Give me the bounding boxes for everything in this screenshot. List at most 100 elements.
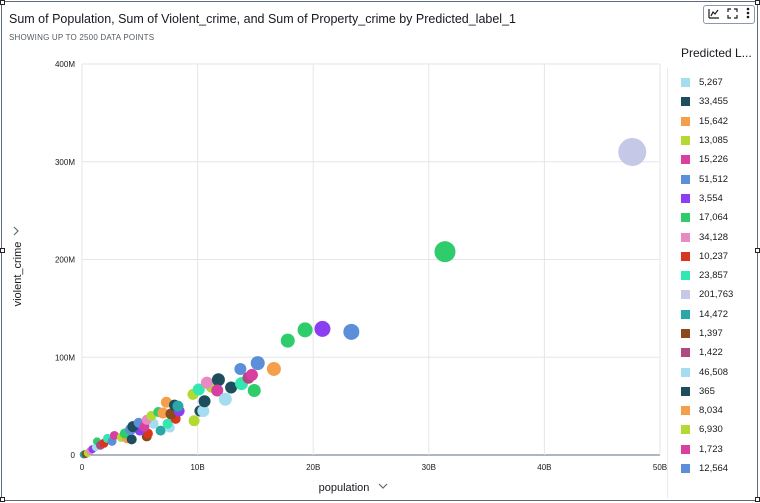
legend-item[interactable]: 15,642 [681, 112, 756, 131]
x-tick-label: 30B [422, 463, 436, 472]
legend-item[interactable]: 15,226 [681, 150, 756, 169]
data-point[interactable] [434, 241, 456, 263]
data-point[interactable] [245, 368, 258, 381]
legend-item[interactable]: 51,512 [681, 169, 756, 188]
y-tick-label: 400M [55, 60, 75, 69]
chevron-down-icon[interactable] [378, 483, 388, 489]
legend-swatch [681, 444, 690, 454]
legend-item[interactable]: 34,128 [681, 227, 756, 246]
legend-item[interactable]: 10,237 [681, 247, 756, 266]
data-point[interactable] [162, 418, 173, 429]
data-point[interactable] [211, 373, 225, 387]
legend-label: 1,723 [699, 443, 723, 455]
data-point[interactable] [314, 320, 331, 337]
legend-label: 14,472 [699, 308, 729, 320]
legend-swatch [681, 97, 690, 107]
legend-swatch [681, 213, 690, 223]
resize-handle-left[interactable] [0, 248, 5, 253]
legend-item[interactable]: 6,930 [681, 420, 756, 439]
legend-item[interactable]: 14,472 [681, 305, 756, 324]
more-menu-icon[interactable] [746, 7, 750, 22]
legend-label: 365 [699, 385, 715, 397]
chart-subtitle: SHOWING UP TO 2500 DATA POINTS [9, 33, 155, 42]
chevron-down-icon[interactable] [13, 226, 19, 236]
legend-swatch [681, 464, 690, 474]
legend-swatch [681, 116, 690, 126]
legend-label: 13,085 [699, 135, 729, 147]
legend-divider [667, 68, 668, 498]
x-axis-title[interactable]: population [319, 482, 370, 494]
resize-handle-top-left[interactable] [0, 0, 5, 5]
legend-label: 1,422 [699, 347, 723, 359]
legend-item[interactable]: 33,455 [681, 92, 756, 111]
data-point[interactable] [126, 434, 137, 445]
data-point[interactable] [618, 137, 647, 166]
data-point[interactable] [225, 381, 238, 394]
y-tick-label: 200M [55, 256, 75, 265]
legend-label: 8,034 [699, 405, 723, 417]
legend-item[interactable]: 23,857 [681, 266, 756, 285]
legend-item[interactable]: 13,085 [681, 131, 756, 150]
data-point[interactable] [172, 400, 184, 412]
expand-icon[interactable] [727, 7, 739, 22]
data-point[interactable] [198, 395, 211, 408]
legend-item[interactable]: 5,267 [681, 73, 756, 92]
data-point[interactable] [197, 405, 210, 418]
data-point[interactable] [266, 361, 281, 376]
x-tick-label: 40B [537, 463, 551, 472]
legend-item[interactable]: 17,064 [681, 208, 756, 227]
legend-swatch [681, 193, 690, 203]
legend-label: 201,763 [699, 289, 734, 301]
legend-item[interactable]: 3,554 [681, 189, 756, 208]
resize-handle-bottom-left[interactable] [0, 497, 5, 502]
legend-item[interactable]: 201,763 [681, 285, 756, 304]
y-axis-title-group[interactable]: violent_crime [12, 226, 24, 307]
legend-item[interactable]: 1,422 [681, 343, 756, 362]
data-point[interactable] [188, 415, 200, 427]
legend-item[interactable]: 8,034 [681, 401, 756, 420]
legend-swatch [681, 136, 690, 146]
data-point[interactable] [200, 376, 213, 389]
data-point[interactable] [155, 425, 166, 436]
data-point[interactable] [109, 430, 119, 440]
x-axis-title-group[interactable]: population [319, 482, 388, 494]
legend-label: 46,508 [699, 366, 729, 378]
legend-label: 17,064 [699, 212, 729, 224]
legend-swatch [681, 367, 690, 377]
legend-item[interactable]: 46,508 [681, 362, 756, 381]
legend-item[interactable]: 365 [681, 382, 756, 401]
data-point[interactable] [218, 392, 232, 406]
y-tick-label: 0 [71, 451, 76, 460]
legend-label: 33,455 [699, 96, 729, 108]
data-point[interactable] [280, 333, 295, 348]
legend-title[interactable]: Predicted L... [681, 46, 752, 60]
x-axis-ticks: 0 10B 20B 30B 40B 50B [80, 463, 667, 472]
x-tick-label: 50B [653, 463, 667, 472]
legend-label: 34,128 [699, 231, 729, 243]
legend-label: 3,554 [699, 192, 723, 204]
chart-config-icon[interactable] [708, 8, 720, 22]
chart-title: Sum of Population, Sum of Violent_crime,… [9, 12, 516, 26]
data-point[interactable] [234, 362, 247, 375]
data-point[interactable] [297, 322, 313, 338]
y-axis-title[interactable]: violent_crime [12, 242, 24, 307]
data-point[interactable] [250, 356, 265, 371]
data-point[interactable] [343, 323, 360, 340]
data-point[interactable] [157, 407, 169, 419]
x-tick-label: 10B [190, 463, 204, 472]
visual-toolbar [703, 5, 755, 24]
data-point[interactable] [211, 384, 224, 397]
y-tick-label: 100M [55, 353, 75, 362]
legend-item[interactable]: 12,564 [681, 459, 756, 478]
legend-swatch [681, 78, 690, 88]
y-axis-ticks: 0 100M 200M 300M 400M [55, 60, 76, 460]
data-point[interactable] [247, 383, 261, 397]
data-point[interactable] [192, 383, 205, 396]
legend-swatch [681, 290, 690, 300]
legend-item[interactable]: 1,397 [681, 324, 756, 343]
legend-label: 10,237 [699, 250, 729, 262]
data-points [79, 137, 647, 459]
legend-swatch [681, 425, 690, 435]
legend-item[interactable]: 1,723 [681, 440, 756, 459]
